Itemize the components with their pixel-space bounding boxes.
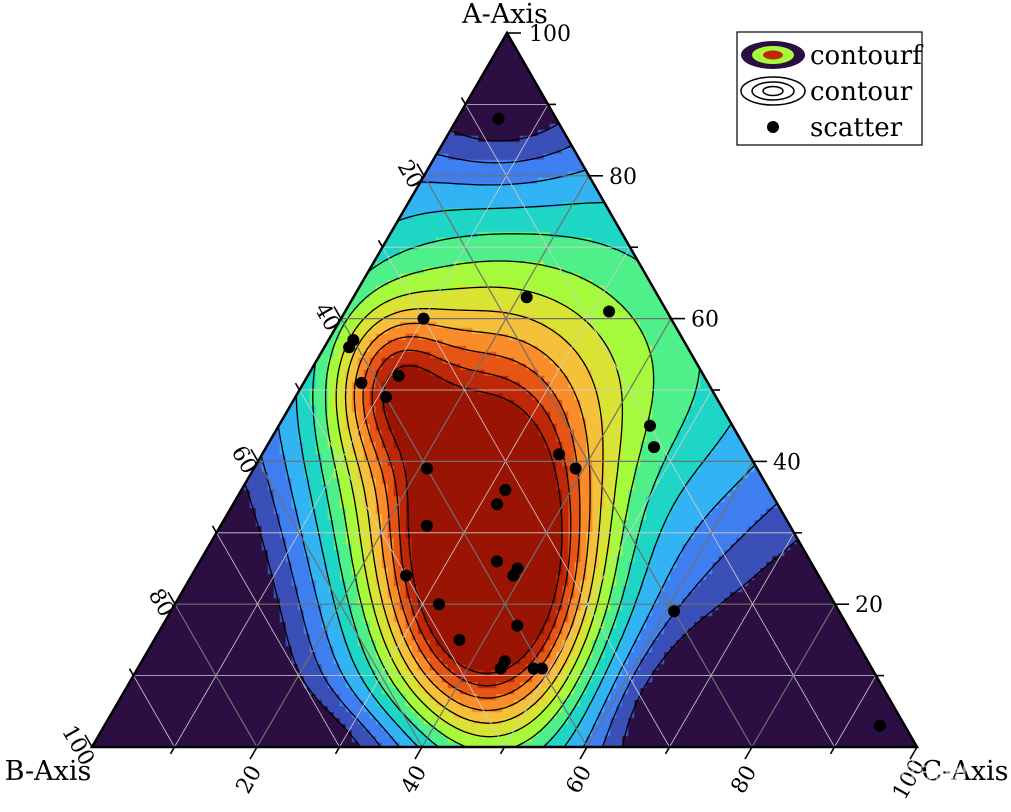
contour-line <box>382 364 563 675</box>
grid-line <box>257 461 423 747</box>
axis-tick <box>829 746 836 755</box>
axis-tick <box>744 746 753 760</box>
scatter-point <box>343 341 356 354</box>
axis-tick <box>169 746 176 755</box>
grid-line <box>382 247 670 747</box>
legend-label-scatter: scatter <box>810 113 903 143</box>
b-axis-title: B-Axis <box>5 756 92 787</box>
scatter-point <box>644 419 656 432</box>
axis-tick <box>128 668 135 677</box>
scatter-point <box>492 112 505 125</box>
grid-line <box>669 532 795 747</box>
scatter-point <box>433 598 445 611</box>
grid-line <box>339 246 631 747</box>
scatter-point <box>569 462 582 475</box>
grid-line <box>174 104 549 747</box>
scatter-point <box>421 462 434 475</box>
a-axis-title: A-Axis <box>461 0 548 30</box>
axis-tick <box>249 746 258 760</box>
tick-label: 40 <box>773 450 801 475</box>
tick-label: 20 <box>855 593 883 618</box>
scatter-point <box>491 498 504 511</box>
scatter-point <box>494 662 507 675</box>
grid-line <box>216 532 340 747</box>
scatter-point <box>553 448 566 461</box>
scatter-point <box>490 555 503 568</box>
legend-swatch-contourf <box>741 41 805 69</box>
axis-tick <box>416 163 425 177</box>
scatter-point <box>400 569 413 582</box>
grid-line <box>834 675 877 747</box>
legend-swatch-contour <box>740 76 806 106</box>
grid-line <box>751 603 836 747</box>
scatter-point <box>417 312 430 325</box>
axis-tick <box>579 746 588 760</box>
axis-tick <box>334 746 341 755</box>
tick-label: 60 <box>691 308 719 333</box>
scatter-point <box>535 662 548 675</box>
axis-tick <box>294 382 301 391</box>
scatter-point <box>527 662 540 675</box>
axis-tick <box>84 734 93 748</box>
scatter-point <box>873 719 886 732</box>
scatter-point <box>392 369 405 382</box>
grid-lines <box>133 104 877 747</box>
grid-line <box>133 675 175 747</box>
scatter-layer <box>343 112 886 732</box>
axis-tick <box>499 746 506 755</box>
axis-tick <box>167 591 176 605</box>
axis-tick <box>250 448 259 462</box>
scatter-point <box>499 484 512 496</box>
scatter-point <box>507 569 520 582</box>
legend-label-contourf: contourf <box>810 41 924 71</box>
scatter-point <box>511 619 524 632</box>
contour-line <box>371 349 572 687</box>
axis-tick <box>333 306 342 320</box>
tick-label: 20 <box>232 761 268 798</box>
scatter-point <box>668 605 681 618</box>
legend-swatch-scatter <box>767 121 779 133</box>
tick-label: 60 <box>562 761 598 798</box>
scatter-point <box>453 633 466 646</box>
axis-tick <box>460 97 467 105</box>
axis-tick <box>414 746 423 760</box>
axis-tick <box>909 746 918 760</box>
axis-tick <box>664 746 671 755</box>
grid-line <box>299 389 505 747</box>
contour-line <box>335 286 624 738</box>
grid-line <box>504 389 713 747</box>
scatter-point <box>603 305 616 318</box>
scatter-point <box>380 391 393 404</box>
watermark: 知乎 @slandarer <box>755 756 973 787</box>
axis-tick <box>377 239 384 248</box>
scatter-point <box>648 441 660 454</box>
tick-label: 80 <box>609 165 637 190</box>
scatter-point <box>520 291 533 304</box>
tick-label: 100 <box>529 22 571 47</box>
legend-label-contour: contour <box>810 77 913 107</box>
axis-tick <box>211 525 218 534</box>
c-axis-title: C-Axis <box>922 756 1009 787</box>
scatter-point <box>355 376 368 389</box>
legend: contourf contour scatter <box>736 31 924 146</box>
grid-line <box>586 461 754 747</box>
tick-label: 40 <box>397 761 433 798</box>
grid-line <box>174 603 258 747</box>
scatter-point <box>420 519 433 532</box>
